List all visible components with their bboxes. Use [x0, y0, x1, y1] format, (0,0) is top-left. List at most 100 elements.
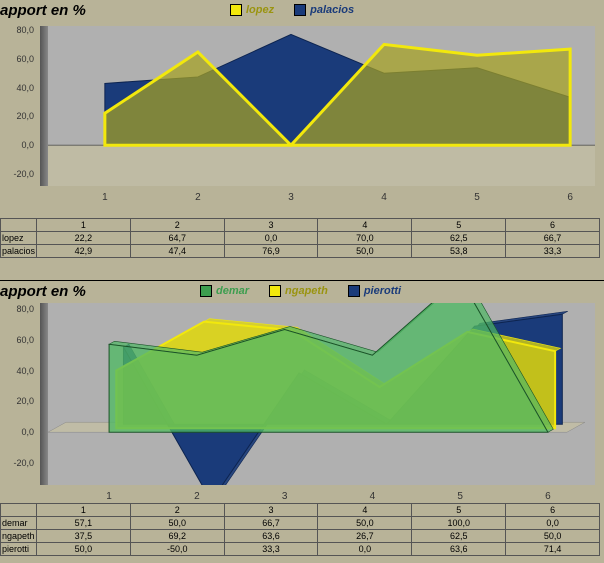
table-col-header: 2: [130, 504, 224, 517]
table-col-header: 5: [412, 504, 506, 517]
table-row: lopez22,264,70,070,062,566,7: [1, 232, 600, 245]
table-col-header: 4: [318, 504, 412, 517]
row-label: pierotti: [1, 543, 37, 556]
legend-item: demar: [200, 285, 249, 297]
table-cell: -50,0: [130, 543, 224, 556]
table-cell: 53,8: [412, 245, 506, 258]
panel-1: apport en % lopezpalacios -20,00,020,040…: [0, 0, 604, 280]
legend-2: demar ngapeth pierotti: [200, 285, 401, 297]
table-cell: 47,4: [130, 245, 224, 258]
y-axis-label: 80,0: [16, 25, 34, 35]
y-axis-label: 80,0: [16, 304, 34, 314]
table-cell: 0,0: [318, 543, 412, 556]
legend-swatch: [230, 4, 242, 16]
y-axis-label: 40,0: [16, 366, 34, 376]
table-cell: 64,7: [130, 232, 224, 245]
table-col-header: 3: [224, 504, 318, 517]
table-cell: 62,5: [412, 232, 506, 245]
table-cell: 50,0: [130, 517, 224, 530]
x-axis-label: 2: [195, 192, 201, 203]
table-cell: 69,2: [130, 530, 224, 543]
legend-swatch: [200, 285, 212, 297]
table-cell: 50,0: [506, 530, 600, 543]
data-table-2: 123456demar57,150,066,750,0100,00,0ngape…: [0, 503, 600, 556]
legend-label: lopez: [246, 4, 274, 16]
x-axis-label: 6: [567, 192, 573, 203]
table-cell: 33,3: [224, 543, 318, 556]
chart-title-1: apport en %: [0, 2, 86, 19]
table-cell: 71,4: [506, 543, 600, 556]
x-axis-label: 4: [370, 491, 376, 502]
table-cell: 0,0: [224, 232, 318, 245]
x-axis-label: 3: [282, 491, 288, 502]
legend-swatch: [294, 4, 306, 16]
y-axis-label: 0,0: [21, 140, 34, 150]
table-cell: 66,7: [506, 232, 600, 245]
table-cell: 70,0: [318, 232, 412, 245]
table-col-header: 4: [318, 219, 412, 232]
table-row: ngapeth37,569,263,626,762,550,0: [1, 530, 600, 543]
row-label: ngapeth: [1, 530, 37, 543]
x-axis-label: 5: [474, 192, 480, 203]
legend-label: palacios: [310, 4, 354, 16]
chart-svg: [40, 26, 595, 186]
table-cell: 0,0: [506, 517, 600, 530]
table-row: palacios42,947,476,950,053,833,3: [1, 245, 600, 258]
x-axis-label: 3: [288, 192, 294, 203]
x-axis-label: 6: [545, 491, 551, 502]
row-label: lopez: [1, 232, 37, 245]
y-axis-label: 60,0: [16, 54, 34, 64]
y-axis-label: 20,0: [16, 111, 34, 121]
table-cell: 33,3: [506, 245, 600, 258]
table-cell: 22,2: [36, 232, 130, 245]
y-axis-label: 40,0: [16, 83, 34, 93]
table-cell: 50,0: [318, 517, 412, 530]
legend-label: demar: [216, 285, 249, 297]
legend-label: pierotti: [364, 285, 401, 297]
x-axis-label: 1: [102, 192, 108, 203]
panel-2: apport en % demarngapethpierotti -20,00,…: [0, 280, 604, 563]
legend-item: palacios: [294, 4, 354, 16]
table-col-header: 5: [412, 219, 506, 232]
table-cell: 63,6: [412, 543, 506, 556]
y-axis-label: 60,0: [16, 335, 34, 345]
table-cell: 62,5: [412, 530, 506, 543]
table-cell: 50,0: [318, 245, 412, 258]
legend-swatch: [269, 285, 281, 297]
row-label: demar: [1, 517, 37, 530]
x-axis-label: 5: [457, 491, 463, 502]
y-axis-label: -20,0: [13, 458, 34, 468]
x-axis-label: 2: [194, 491, 200, 502]
table-cell: 26,7: [318, 530, 412, 543]
table-row: pierotti50,0-50,033,30,063,671,4: [1, 543, 600, 556]
chart-title-2: apport en %: [0, 283, 86, 300]
table-col-header: 6: [506, 504, 600, 517]
legend-swatch: [348, 285, 360, 297]
table-cell: 63,6: [224, 530, 318, 543]
y-axis-label: 20,0: [16, 396, 34, 406]
table-cell: 50,0: [36, 543, 130, 556]
table-col-header: 1: [36, 504, 130, 517]
y-axis-label: -20,0: [13, 169, 34, 179]
table-col-header: 3: [224, 219, 318, 232]
y-axis-label: 0,0: [21, 427, 34, 437]
x-axis-label: 1: [106, 491, 112, 502]
legend-item: ngapeth: [269, 285, 328, 297]
data-table-1: 123456lopez22,264,70,070,062,566,7palaci…: [0, 218, 600, 258]
table-row: demar57,150,066,750,0100,00,0: [1, 517, 600, 530]
x-axis-label: 4: [381, 192, 387, 203]
table-col-header: 1: [36, 219, 130, 232]
table-cell: 42,9: [36, 245, 130, 258]
table-cell: 37,5: [36, 530, 130, 543]
table-cell: 76,9: [224, 245, 318, 258]
series-demar: [109, 303, 548, 432]
legend-item: pierotti: [348, 285, 401, 297]
chart-area-2: -20,00,020,040,060,080,0123456: [40, 303, 595, 485]
chart-svg: [40, 303, 595, 485]
row-label: palacios: [1, 245, 37, 258]
legend-item: lopez: [230, 4, 274, 16]
table-col-header: 6: [506, 219, 600, 232]
legend-label: ngapeth: [285, 285, 328, 297]
table-col-header: 2: [130, 219, 224, 232]
table-cell: 66,7: [224, 517, 318, 530]
